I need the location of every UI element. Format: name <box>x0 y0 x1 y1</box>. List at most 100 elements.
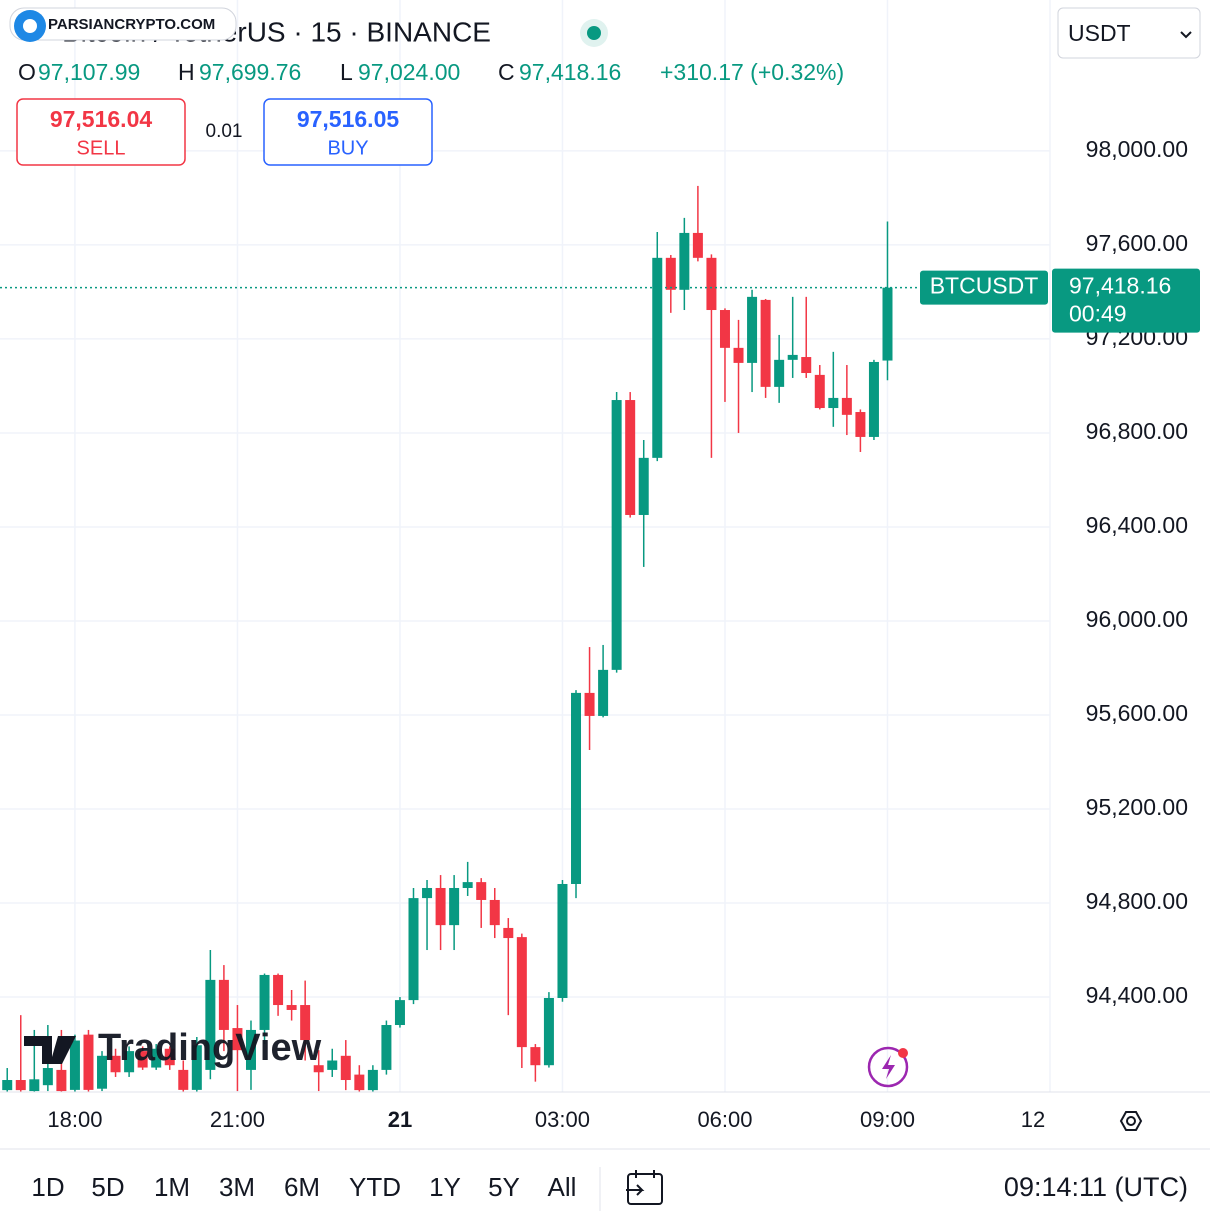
candle-body <box>760 299 771 387</box>
y-tick-label: 95,200.00 <box>1086 794 1188 820</box>
candle-body <box>164 1048 175 1066</box>
candle-body <box>408 898 419 1001</box>
candle-body <box>394 1000 405 1026</box>
site-badge <box>9 7 237 41</box>
candle-body <box>69 1040 80 1090</box>
symbol-tag-label: BTCUSDT <box>930 273 1039 299</box>
candle-body <box>476 882 487 900</box>
candle-body <box>882 287 893 361</box>
candle-body <box>557 883 568 998</box>
y-tick-label: 97,600.00 <box>1086 230 1188 256</box>
legend-value: 97,699.76 <box>199 59 301 85</box>
candle-body <box>814 374 825 409</box>
settings-icon[interactable] <box>1119 1111 1143 1131</box>
site-watermark: PARSIANCRYPTO.COM <box>48 16 215 33</box>
range-button[interactable]: 5D <box>91 1172 124 1202</box>
alert-dot <box>898 1048 908 1058</box>
candle-body <box>259 974 270 1030</box>
candle-body <box>692 232 703 258</box>
candle-body <box>665 257 676 290</box>
candle-body <box>774 359 785 387</box>
candle-body <box>706 257 717 311</box>
candle-body <box>638 457 649 515</box>
price-tag-label: 97,418.16 <box>1069 273 1171 299</box>
symbol-tag <box>920 270 1048 305</box>
candle-body <box>747 296 758 363</box>
price-tag <box>1052 268 1200 333</box>
candle-body <box>503 927 514 939</box>
legend-key: O <box>18 59 36 85</box>
candle-body <box>625 400 636 515</box>
candle-body <box>543 997 554 1066</box>
date-range-icon-detail <box>626 1170 655 1196</box>
candle-body <box>205 979 216 1070</box>
clock: 09:14:11 (UTC) <box>1004 1172 1188 1202</box>
candle-body <box>422 887 433 899</box>
y-tick-label: 98,000.00 <box>1086 136 1188 162</box>
candle-body <box>340 1055 351 1081</box>
x-tick-label: 06:00 <box>697 1107 752 1132</box>
overlay: Bitcoin / TetherUS · 15 · BINANCE PARSIA… <box>0 7 1210 1211</box>
currency-label[interactable]: USDT <box>1068 20 1131 46</box>
chevron <box>1180 31 1192 39</box>
grid <box>0 0 1051 1092</box>
x-tick-label: 21 <box>388 1107 412 1132</box>
candle-body <box>828 397 839 409</box>
legend-value: 97,107.99 <box>38 59 140 85</box>
candle-body <box>801 357 812 374</box>
candle-body <box>327 1060 338 1070</box>
range-button[interactable]: YTD <box>349 1172 401 1202</box>
candle-body <box>354 1074 365 1091</box>
buy-button[interactable] <box>263 98 433 166</box>
sell-price[interactable]: 97,516.04 <box>50 106 153 132</box>
candle-body <box>83 1034 94 1090</box>
range-button[interactable]: 6M <box>284 1172 320 1202</box>
candle-body <box>367 1069 378 1091</box>
alert-bolt <box>882 1055 895 1079</box>
y-tick-label: 96,800.00 <box>1086 418 1188 444</box>
candle-body <box>516 937 527 1048</box>
sell-button[interactable] <box>16 98 186 166</box>
buy-price[interactable]: 97,516.05 <box>297 106 400 132</box>
y-tick-label: 96,000.00 <box>1086 606 1188 632</box>
range-button[interactable]: 5Y <box>488 1172 520 1202</box>
legend-value: 97,024.00 <box>358 59 460 85</box>
candle-body <box>733 347 744 363</box>
candle-body <box>652 257 663 458</box>
tradingview-watermark: TradingView <box>98 1027 322 1069</box>
range-button[interactable]: 1Y <box>429 1172 461 1202</box>
y-tick-label: 96,400.00 <box>1086 512 1188 538</box>
x-tick-label: 18:00 <box>47 1107 102 1132</box>
candle-body <box>151 1048 162 1068</box>
candle-body <box>611 400 622 670</box>
legend-value: 97,418.16 <box>519 59 621 85</box>
countdown: 00:49 <box>1069 301 1127 327</box>
x-tick-label: 12 <box>1021 1107 1045 1132</box>
candle-body <box>449 887 460 926</box>
candle-body <box>232 1028 243 1051</box>
alert-icon[interactable] <box>867 1046 909 1088</box>
candle-body <box>56 1069 67 1092</box>
buy-label[interactable]: BUY <box>327 137 368 159</box>
range-button[interactable]: 1D <box>31 1172 64 1202</box>
candle-body <box>530 1047 541 1066</box>
candle-body <box>462 882 473 888</box>
settings-icon-center <box>1126 1116 1136 1126</box>
range-button[interactable]: 1M <box>154 1172 190 1202</box>
candle-body <box>679 232 690 290</box>
legend-change: +310.17 (+0.32%) <box>660 59 844 85</box>
candle-body <box>571 692 582 884</box>
legend-key: H <box>178 59 195 85</box>
range-button[interactable]: All <box>548 1172 577 1202</box>
candle-body <box>787 354 798 360</box>
currency-select[interactable] <box>1057 7 1201 59</box>
candle-body <box>598 669 609 716</box>
y-tick-label: 95,600.00 <box>1086 700 1188 726</box>
x-tick-label: 03:00 <box>535 1107 590 1132</box>
candle-body <box>841 397 852 415</box>
range-button[interactable]: 3M <box>219 1172 255 1202</box>
x-tick-label: 09:00 <box>860 1107 915 1132</box>
candle-body <box>110 1055 121 1073</box>
sell-label[interactable]: SELL <box>77 137 126 159</box>
